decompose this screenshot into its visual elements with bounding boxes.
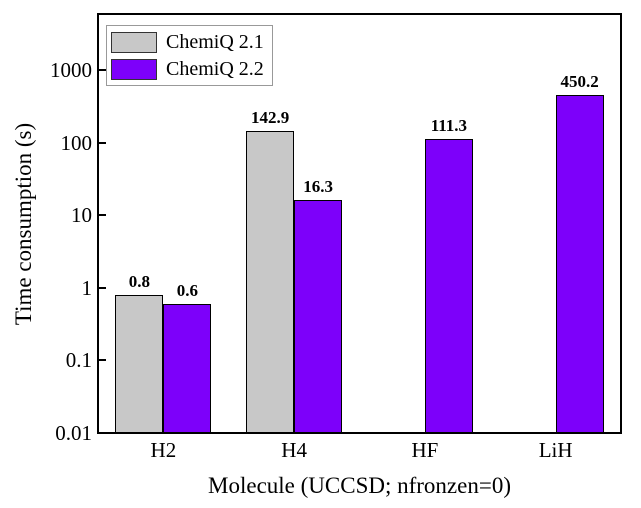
legend-label: ChemiQ 2.1 [166, 31, 264, 53]
y-tick-label: 1 [81, 275, 93, 300]
y-tick-mark [99, 68, 106, 71]
legend-item: ChemiQ 2.1 [111, 29, 268, 56]
x-axis-title: Molecule (UCCSD; nfronzen=0) [208, 473, 511, 498]
bar-value-label: 0.8 [128, 271, 150, 291]
bar-chemiq-2-1-h4 [246, 131, 295, 433]
x-tick-label-h2: H2 [150, 438, 177, 462]
x-tick-label-hf: HF [411, 438, 439, 462]
y-tick-label: 1000 [50, 57, 92, 82]
legend: ChemiQ 2.1 ChemiQ 2.2 [106, 25, 273, 86]
y-tick-label: 0.1 [65, 348, 92, 373]
y-tick-mark [99, 141, 106, 144]
y-tick-label: 100 [60, 130, 93, 155]
x-tick-label-lih: LiH [538, 438, 573, 462]
bar-chemiq-2-1-h2 [115, 294, 164, 433]
bar-chemiq-2-2-h4 [294, 199, 343, 433]
bar-value-label: 142.9 [251, 108, 290, 128]
bar-value-label: 111.3 [430, 116, 468, 136]
legend-swatch-chemiq-2-1 [111, 32, 157, 53]
legend-label: ChemiQ 2.2 [166, 58, 264, 80]
y-tick-label: 10 [71, 203, 92, 228]
bar-value-label: 0.6 [176, 280, 198, 300]
bar-chemiq-2-2-h2 [163, 303, 212, 433]
y-tick-mark [99, 286, 106, 289]
y-tick-label: 0.01 [55, 421, 92, 445]
x-tick-label-h4: H4 [281, 438, 307, 462]
bar-chemiq-2-2-hf [424, 139, 473, 433]
y-tick-mark [99, 359, 106, 362]
y-tick-mark [99, 214, 106, 217]
y-tick-mark [99, 432, 106, 434]
legend-swatch-chemiq-2-2 [111, 59, 157, 80]
bar-value-label: 16.3 [303, 176, 333, 196]
bar-value-label: 450.2 [560, 72, 599, 92]
legend-item: ChemiQ 2.2 [111, 56, 268, 83]
bar-chemiq-2-2-lih [555, 95, 604, 433]
